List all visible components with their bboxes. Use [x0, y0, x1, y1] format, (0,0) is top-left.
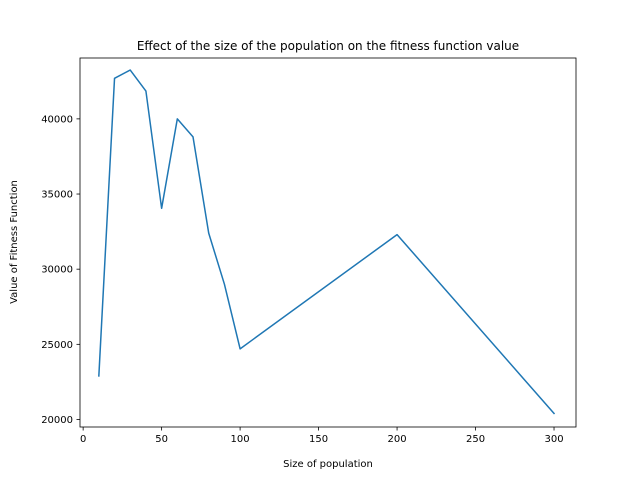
y-tick-label: 40000 [41, 114, 73, 125]
plot-frame [79, 57, 577, 428]
chart-title: Effect of the size of the population on … [137, 39, 519, 53]
y-axis: 20000 25000 30000 35000 40000 [41, 114, 80, 426]
x-tick-label: 300 [544, 434, 563, 445]
x-tick-label: 100 [231, 434, 250, 445]
series-layer [98, 69, 556, 415]
y-tick-label: 25000 [41, 340, 73, 351]
x-tick-label: 250 [466, 434, 485, 445]
y-tick-label: 30000 [41, 265, 73, 276]
x-tick-label: 200 [388, 434, 407, 445]
x-tick-label: 150 [309, 434, 328, 445]
x-tick-label: 50 [155, 434, 168, 445]
x-axis-label: Size of population [283, 459, 373, 470]
x-axis: 0 50 100 150 200 250 300 [80, 427, 564, 445]
y-tick-label: 20000 [41, 415, 73, 426]
y-axis-label: Value of Fitness Function [9, 180, 20, 304]
y-tick-label: 35000 [41, 190, 73, 201]
series-line [98, 69, 556, 415]
x-tick-label: 0 [80, 434, 86, 445]
